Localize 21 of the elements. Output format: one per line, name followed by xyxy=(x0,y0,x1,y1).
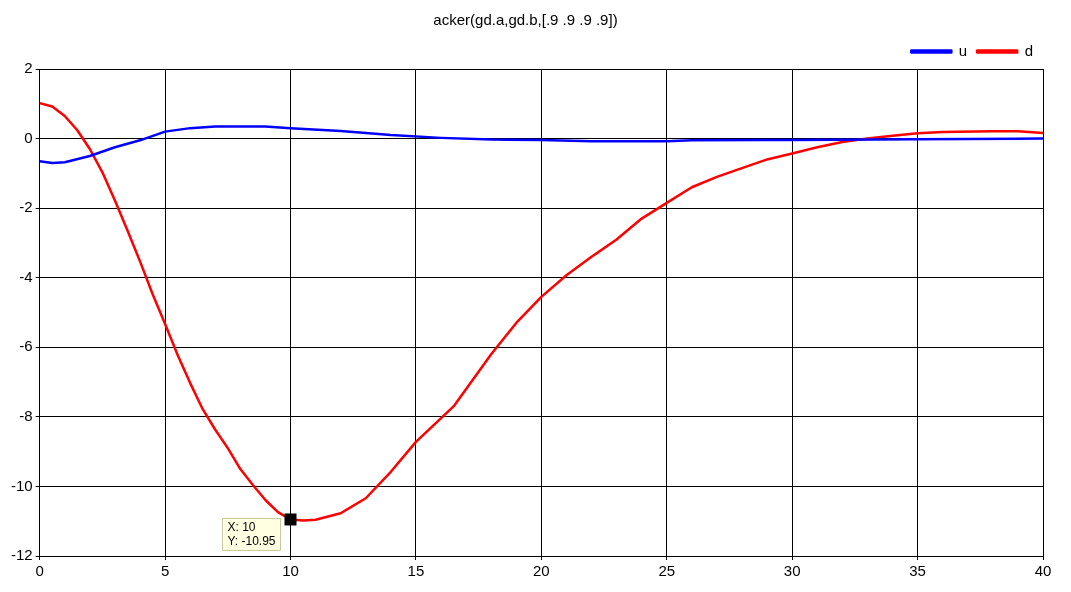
chart-title: acker(gd.a,gd.b,[.9 .9 .9 .9]) xyxy=(433,11,618,29)
x-tick-label: 0 xyxy=(35,562,44,580)
x-tick-label: 30 xyxy=(783,562,801,580)
legend-label: u xyxy=(958,41,968,59)
y-tick-label: 0 xyxy=(24,128,33,146)
y-tick-label: -10 xyxy=(10,476,33,494)
x-tick-label: 25 xyxy=(658,562,676,580)
x-tick-label: 10 xyxy=(282,562,299,580)
y-tick-label: -4 xyxy=(19,267,33,285)
x-tick-label: 35 xyxy=(909,562,926,580)
annotation: X: 10 Y: -10.95 xyxy=(227,519,276,548)
y-tick-label: -8 xyxy=(19,407,33,424)
x-tick-label: 20 xyxy=(533,562,550,580)
x-tick-label: 5 xyxy=(160,562,170,580)
legend-label: d xyxy=(1024,41,1033,59)
y-tick-label: -2 xyxy=(19,198,33,216)
y-tick-label: -6 xyxy=(19,337,33,355)
y-tick-label: 2 xyxy=(24,59,33,77)
y-tick-label: -12 xyxy=(10,546,33,564)
x-tick-label: 15 xyxy=(407,562,425,580)
x-tick-label: 40 xyxy=(1034,562,1052,580)
